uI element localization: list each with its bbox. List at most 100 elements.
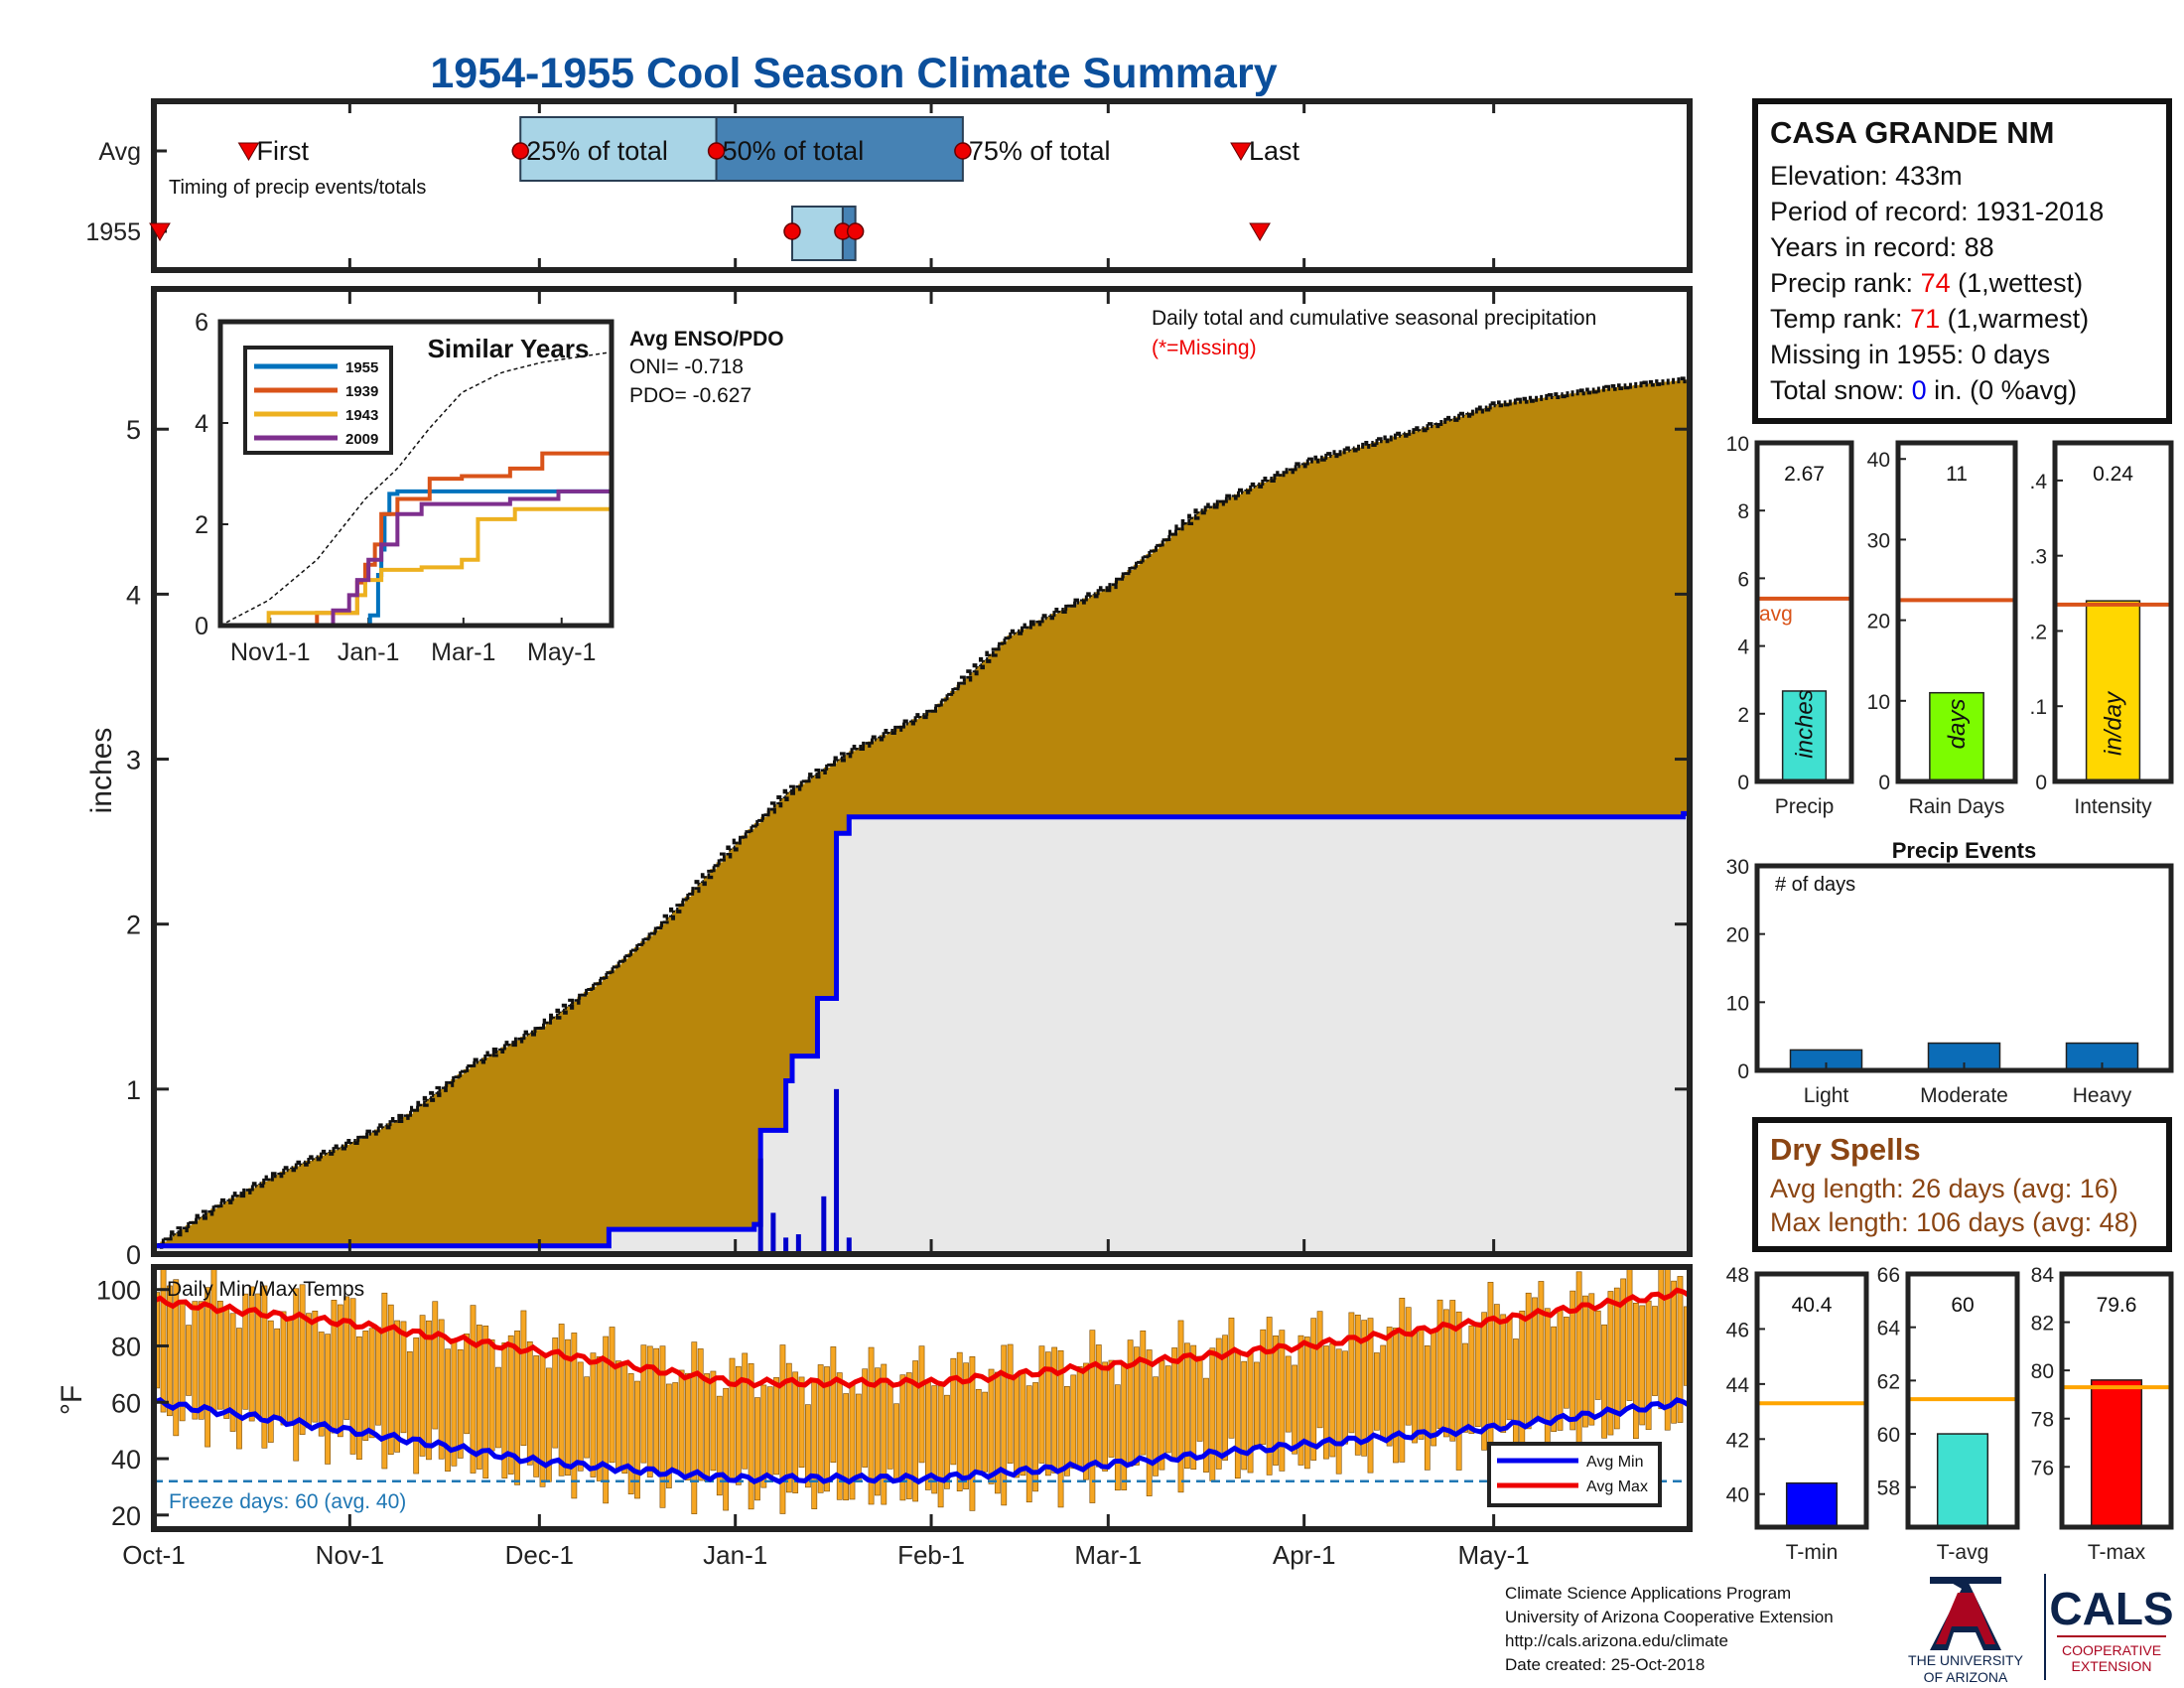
daily-temp-bar (1348, 1312, 1355, 1434)
daily-temp-bar (969, 1355, 976, 1511)
avg-max-line (153, 1287, 1692, 1389)
daily-temp-bar (1481, 1312, 1487, 1451)
daily-temp-bar (419, 1315, 426, 1457)
avg-last-marker (1230, 142, 1252, 161)
events-category-label: Moderate (1920, 1084, 2008, 1107)
daily-temp-bar (760, 1384, 767, 1488)
daily-temp-bar (438, 1319, 445, 1460)
daily-temp-bar (1626, 1267, 1633, 1401)
summary-value-label: 40.4 (1792, 1294, 1833, 1317)
daily-temp-bar (1164, 1365, 1171, 1454)
summary-y-tick-label: 82 (2031, 1313, 2054, 1336)
y1955-cumulative-area (154, 813, 1690, 1254)
inset-x-tick-label: Mar-1 (431, 638, 495, 666)
footer-line-2: University of Arizona Cooperative Extens… (1505, 1608, 1834, 1626)
daily-temp-bar (1209, 1347, 1216, 1481)
daily-temp-bar (603, 1336, 610, 1504)
timing-row-label-avg: Avg (98, 138, 141, 166)
daily-temp-bar (1203, 1377, 1209, 1473)
daily-temp-bar (937, 1385, 944, 1508)
daily-temp-bar (1228, 1318, 1235, 1439)
daily-temp-bar (836, 1372, 843, 1500)
summary-bar (1785, 1481, 1839, 1528)
inset-title: Similar Years (428, 334, 590, 363)
daily-temp-bar (830, 1346, 837, 1464)
events-y-tick-label: 30 (1726, 856, 1749, 879)
station-missing: Missing in 1955: 0 days (1770, 340, 2050, 369)
daily-temp-bar (1575, 1271, 1582, 1450)
daily-temp-bar (1386, 1327, 1393, 1447)
daily-temp-bar (773, 1377, 779, 1476)
daily-temp-bar (1639, 1305, 1646, 1426)
cals-logo: CALS COOPERATIVE EXTENSION (2049, 1583, 2173, 1674)
summary-plot-frame (1754, 1271, 1869, 1530)
summary-y-tick-label: 4 (1737, 636, 1749, 659)
dry-max-length: Max length: 106 days (avg: 48) (1770, 1207, 2138, 1237)
daily-temp-bar (723, 1387, 730, 1511)
x-tick-label: Oct-1 (122, 1540, 186, 1570)
dry-spells-title: Dry Spells (1770, 1132, 1921, 1167)
x-axis-labels: Oct-1 Nov-1 Dec-1 Jan-1 Feb-1 Mar-1 Apr-1 May-1 (122, 1540, 1530, 1570)
daily-temp-bar (186, 1325, 192, 1396)
daily-temp-bar (1146, 1349, 1153, 1496)
avg-box-q25-q50 (519, 116, 718, 182)
daily-temp-bar (735, 1365, 742, 1485)
daily-temp-bar (975, 1388, 982, 1474)
freeze-days-label: Freeze days: 60 (avg. 40) (169, 1490, 406, 1513)
daily-precip-bar (846, 1237, 852, 1254)
inset-legend-label: 1939 (345, 383, 378, 400)
daily-temp-bar (659, 1345, 666, 1508)
daily-temp-bar (944, 1394, 950, 1489)
daily-temp-bar (1070, 1374, 1077, 1470)
daily-temp-bar (627, 1373, 634, 1494)
daily-temp-bar (1393, 1328, 1399, 1464)
station-temp-rank: Temp rank: 71 (1,warmest) (1770, 304, 2089, 334)
daily-temp-bar (331, 1300, 338, 1434)
daily-temp-bar (229, 1313, 236, 1432)
q75-label: 75% of total (969, 136, 1111, 166)
similar-years-inset: 0 2 4 6 Nov1-1 Jan-1 Mar-1 May-1 1955 1939 1943 200… (195, 309, 784, 666)
timing-row-label-1955: 1955 (85, 218, 141, 246)
daily-temp-bar (1455, 1311, 1462, 1471)
ua-line-1: THE UNIVERSITY (1908, 1652, 2024, 1668)
daily-temp-bar (1594, 1310, 1601, 1400)
summary-y-tick-label: 6 (1737, 568, 1749, 591)
daily-temp-bar (356, 1336, 362, 1461)
daily-temp-bar (445, 1348, 451, 1472)
daily-temp-bar (464, 1334, 471, 1435)
daily-temp-bar (526, 1340, 533, 1466)
daily-temp-bar (1134, 1346, 1140, 1466)
daily-temp-bar (963, 1362, 969, 1489)
daily-temp-bar (710, 1370, 717, 1472)
daily-temp-bar (1273, 1336, 1279, 1466)
summary-y-tick-label: 84 (2031, 1264, 2055, 1287)
daily-temp-bar (293, 1288, 300, 1462)
x-tick-label: Mar-1 (1074, 1540, 1142, 1570)
daily-temp-bar (1114, 1384, 1121, 1491)
summary-y-tick-label: 0 (2035, 772, 2047, 794)
avg-q25-marker (511, 142, 529, 160)
daily-temp-bar (1551, 1326, 1558, 1432)
daily-temp-bar (1570, 1290, 1576, 1431)
daily-temp-bar (982, 1391, 989, 1473)
daily-temp-bar (1171, 1347, 1178, 1463)
daily-temp-bar (1196, 1355, 1203, 1442)
daily-temp-bar (609, 1327, 615, 1464)
daily-temp-bar (704, 1373, 710, 1481)
daily-temp-bar (1424, 1345, 1431, 1471)
pdo-value: PDO= -0.627 (629, 384, 751, 407)
daily-temp-bar (173, 1279, 180, 1437)
daily-temp-bar (1190, 1344, 1197, 1471)
footer-line-4: Date created: 25-Oct-2018 (1505, 1655, 1705, 1674)
daily-temp-bar (1038, 1345, 1045, 1464)
summary-x-label: T-avg (1937, 1541, 1989, 1564)
tmin-chart: 40 42 44 46 48 40.4 T-min (1726, 1264, 1869, 1564)
inset-legend: 1955 1939 1943 2009 (243, 346, 393, 455)
daily-temp-bar (918, 1345, 925, 1464)
daily-temp-bar (1064, 1386, 1070, 1477)
daily-temp-bar (1177, 1320, 1184, 1493)
daily-temp-bar (192, 1301, 199, 1420)
university-of-arizona-logo: THE UNIVERSITY OF ARIZONA (1908, 1577, 2024, 1685)
enso-title: Avg ENSO/PDO (629, 328, 784, 351)
